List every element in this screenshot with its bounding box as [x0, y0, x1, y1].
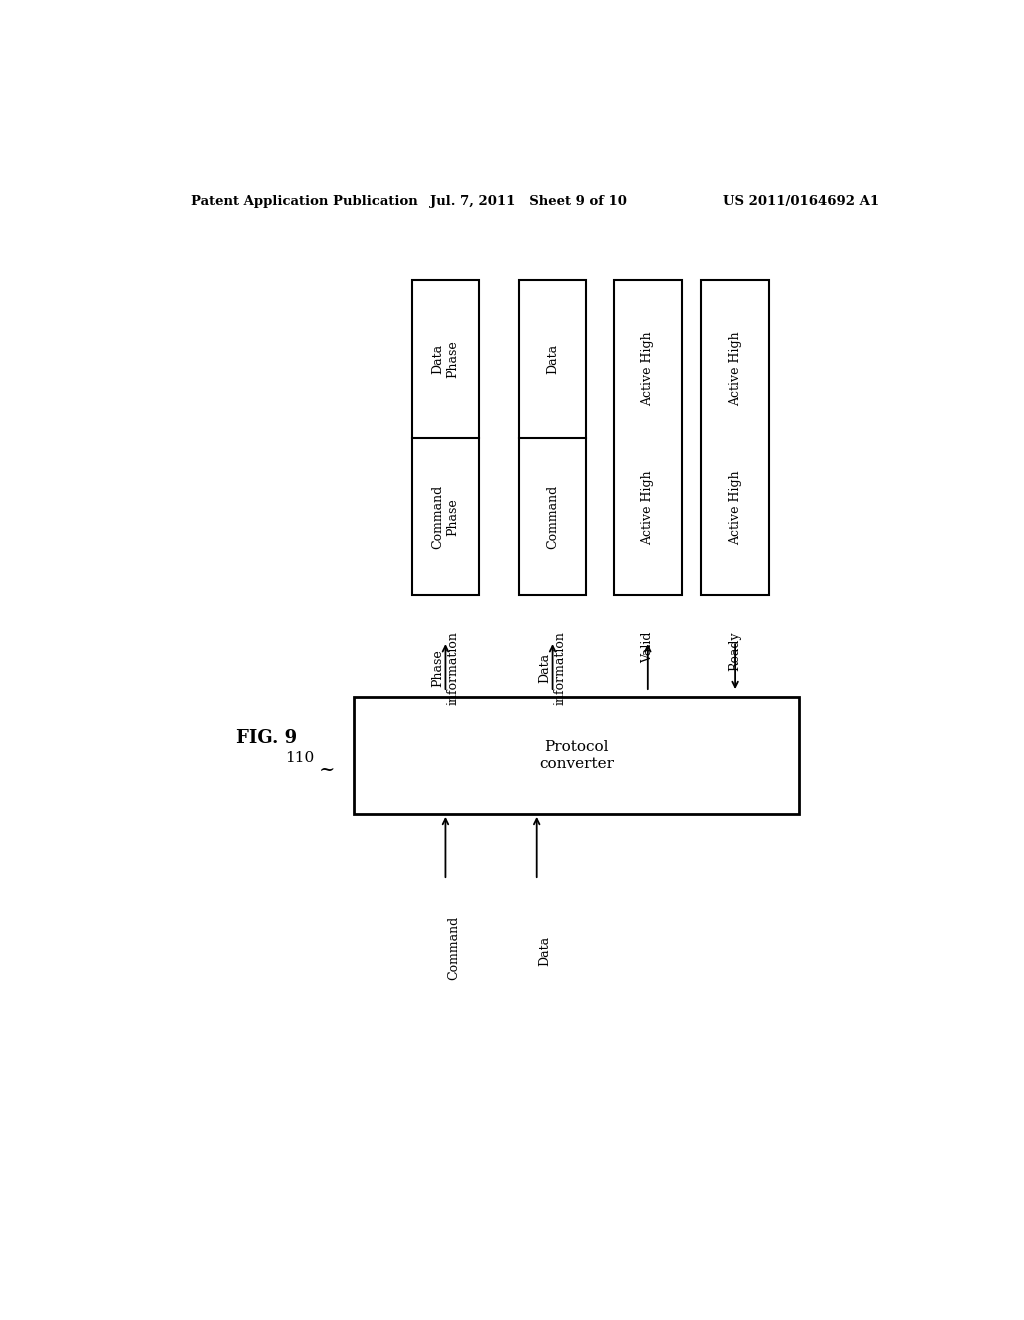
Text: Data: Data	[546, 345, 559, 374]
Text: Active High: Active High	[729, 331, 741, 407]
Text: Active High: Active High	[641, 470, 654, 545]
Text: ~: ~	[318, 762, 335, 779]
Text: FIG. 9: FIG. 9	[237, 729, 297, 747]
Text: US 2011/0164692 A1: US 2011/0164692 A1	[723, 194, 880, 207]
Text: Phase
information: Phase information	[431, 631, 460, 705]
Text: Command: Command	[546, 484, 559, 549]
Text: Command: Command	[446, 916, 460, 979]
Bar	[701, 280, 769, 595]
Text: Ready: Ready	[729, 631, 741, 671]
Text: Data: Data	[539, 936, 551, 966]
Text: Jul. 7, 2011   Sheet 9 of 10: Jul. 7, 2011 Sheet 9 of 10	[430, 194, 627, 207]
Text: 110: 110	[286, 751, 314, 766]
Text: Protocol
converter: Protocol converter	[539, 741, 613, 771]
Bar	[412, 280, 479, 595]
Text: Data
Phase: Data Phase	[431, 341, 460, 378]
Text: Active High: Active High	[641, 331, 654, 407]
Text: Command
Phase: Command Phase	[431, 484, 460, 549]
Bar	[614, 280, 682, 595]
Text: Patent Application Publication: Patent Application Publication	[191, 194, 418, 207]
Text: Valid: Valid	[641, 631, 654, 663]
Bar	[354, 697, 799, 814]
Text: Data
information: Data information	[539, 631, 566, 705]
Bar	[519, 280, 587, 595]
Text: Active High: Active High	[729, 470, 741, 545]
